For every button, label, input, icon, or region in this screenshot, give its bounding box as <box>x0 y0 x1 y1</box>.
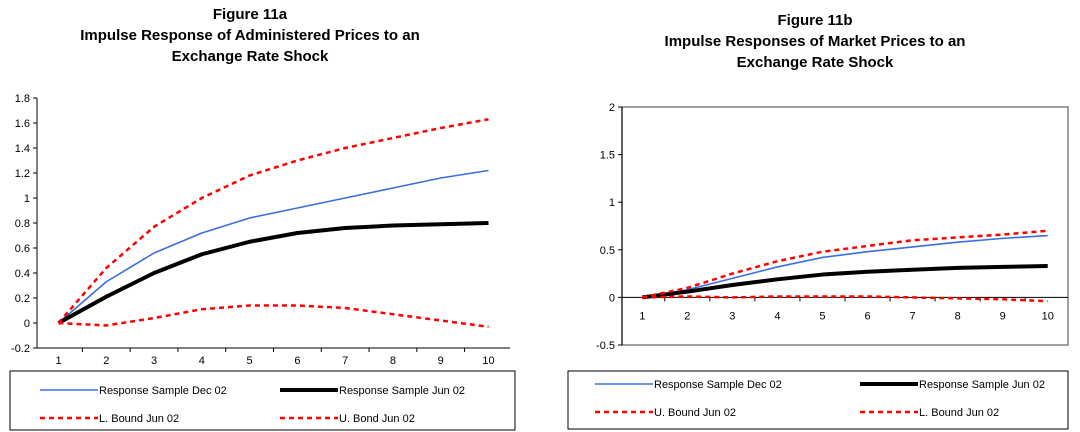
chart-a-y-tick-label: 0.2 <box>15 293 30 305</box>
chart-b-series-line <box>642 263 1048 300</box>
chart-b-y-tick-label: -0.5 <box>596 340 615 352</box>
chart-a-legend-label: Response Sample Dec 02 <box>99 385 227 397</box>
chart-a-legend-box <box>9 370 516 431</box>
chart-b-legend-label: Response Sample Dec 02 <box>654 379 782 391</box>
chart-a-x-tick-label: 1 <box>55 355 61 367</box>
chart-a-y-tick-label: 0.6 <box>15 243 30 255</box>
chart-b-x-tick-label: 2 <box>684 310 690 322</box>
chart-a-title-line-2: Impulse Response of Administered Prices … <box>80 27 420 44</box>
chart-b-y-tick-label: 1.5 <box>600 150 615 162</box>
chart-b-x-tick-label: 4 <box>774 310 780 322</box>
chart-a-y-tick-label: 1.8 <box>15 93 30 105</box>
chart-b-series-line <box>642 234 1048 299</box>
chart-a-x-tick-label: 3 <box>151 355 157 367</box>
chart-b-title-line-3: Exchange Rate Shock <box>736 54 894 71</box>
chart-a-y-tick-label: 0.4 <box>15 268 30 280</box>
chart-b-legend-label: Response Sample Jun 02 <box>919 379 1045 391</box>
chart-b-title: Figure 11b Impulse Responses of Market P… <box>560 10 1070 73</box>
chart-a-title-line-1: Figure 11a <box>212 6 288 23</box>
chart-a-y-tick-label: 0 <box>24 318 30 330</box>
chart-a-legend-label: U. Bond Jun 02 <box>339 413 415 425</box>
chart-b-legend-label: U. Bound Jun 02 <box>654 407 736 419</box>
chart-b-legend-label: L. Bound Jun 02 <box>919 407 999 419</box>
chart-a-x-tick-label: 10 <box>482 355 494 367</box>
chart-b-y-tick-label: 0 <box>609 292 615 304</box>
chart-b-x-tick-label: 1 <box>639 310 645 322</box>
chart-b-y-tick-label: 1 <box>609 197 615 209</box>
chart-b-x-tick-label: 8 <box>955 310 961 322</box>
chart-a-series-line <box>57 169 489 324</box>
chart-b-title-line-2: Impulse Responses of Market Prices to an <box>664 33 966 50</box>
chart-b-x-tick-label: 6 <box>864 310 870 322</box>
chart-a-y-tick-label: -0.2 <box>11 343 30 355</box>
chart-b-x-tick-label: 3 <box>729 310 735 322</box>
chart-b-series-line <box>642 229 1048 299</box>
chart-a-y-tick-label: 1.4 <box>15 143 30 155</box>
chart-a-y-tick-label: 1.6 <box>15 118 30 130</box>
chart-b-plot-border <box>621 106 1069 346</box>
chart-a-x-tick-label: 6 <box>294 355 300 367</box>
chart-b-x-tick-label: 5 <box>819 310 825 322</box>
chart-a-y-tick-label: 0.8 <box>15 218 30 230</box>
chart-b-x-tick-label: 9 <box>1000 310 1006 322</box>
chart-b-title-line-1: Figure 11b <box>777 12 853 29</box>
chart-b-series-line <box>642 295 1048 303</box>
chart-a-x-tick-label: 7 <box>342 355 348 367</box>
chart-a-series-line <box>57 221 489 325</box>
chart-b-legend-box <box>567 370 1069 430</box>
chart-b-y-tick-label: 2 <box>609 102 615 114</box>
chart-a-legend-label: L. Bound Jun 02 <box>99 413 179 425</box>
chart-a-y-tick-label: 1.2 <box>15 168 30 180</box>
chart-a-series-line <box>57 118 489 324</box>
chart-a-x-tick-label: 8 <box>390 355 396 367</box>
chart-a-legend-label: Response Sample Jun 02 <box>339 385 465 397</box>
chart-b: -0.5 0 0.5 1 1.5 2 1 2 3 4 5 6 7 8 9 10 Response Sample … <box>567 102 1069 430</box>
chart-a-title-line-3: Exchange Rate Shock <box>171 48 329 65</box>
chart-a-y-tick-label: 1 <box>24 193 30 205</box>
chart-a-x-tick-label: 9 <box>438 355 444 367</box>
chart-a-series-line <box>58 304 489 328</box>
chart-b-x-tick-label: 7 <box>910 310 916 322</box>
chart-b-x-tick-label: 10 <box>1042 310 1054 322</box>
chart-a-x-tick-label: 5 <box>247 355 253 367</box>
chart-a-x-tick-label: 4 <box>199 355 205 367</box>
chart-b-y-tick-label: 0.5 <box>600 245 615 257</box>
chart-a-x-tick-label: 2 <box>103 355 109 367</box>
chart-a: -0.2 0 0.2 0.4 0.6 0.8 1 1.2 1.4 1.6 1.8 1 2 3 4 5 6 7 8 9 1… <box>9 93 516 431</box>
chart-a-title: Figure 11a Impulse Response of Administe… <box>20 4 480 67</box>
